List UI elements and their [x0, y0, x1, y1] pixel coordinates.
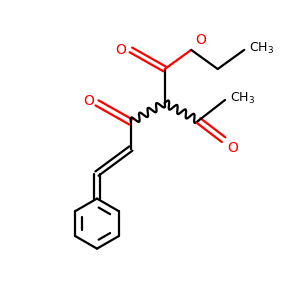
Text: O: O: [227, 141, 238, 155]
Text: O: O: [195, 33, 206, 47]
Text: O: O: [116, 43, 126, 57]
Text: CH$_3$: CH$_3$: [230, 91, 255, 106]
Text: O: O: [83, 94, 94, 108]
Text: CH$_3$: CH$_3$: [249, 41, 274, 56]
